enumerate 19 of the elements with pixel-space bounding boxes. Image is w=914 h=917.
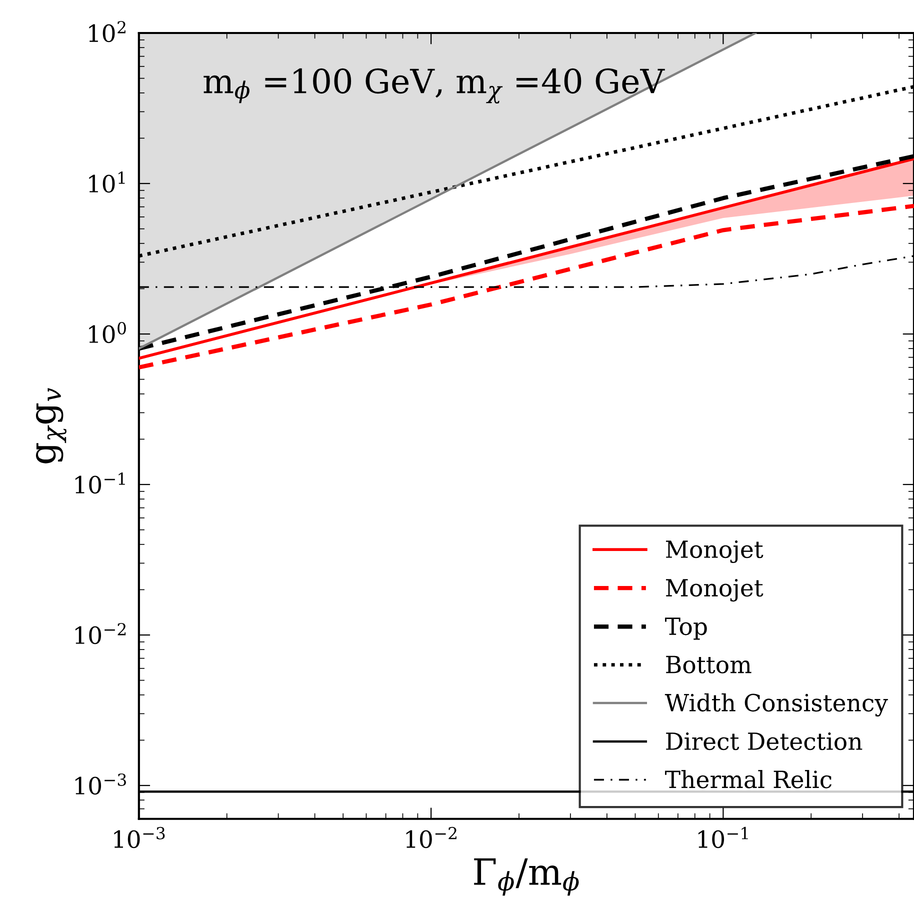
- y-axis-title: g$_{χ}$g$_{v}$: [36, 388, 66, 464]
- y-tick-label: 10$^{−1}$: [75, 472, 125, 494]
- y-tick-label: 10$^{2}$: [89, 20, 126, 42]
- y-tick-label: 10$^{−3}$: [75, 773, 126, 795]
- annotation: m$_{ϕ}$ =100 GeV, m$_{χ}$ =40 GeV: [204, 68, 665, 104]
- legend-label: Bottom: [666, 656, 752, 674]
- x-tick-label: 10$^{−2}$: [406, 826, 456, 848]
- legend-label: Width Consistency: [664, 693, 888, 717]
- x-tick-label: 10$^{−1}$: [698, 826, 748, 848]
- legend-label: Thermal Relic: [665, 770, 832, 788]
- y-tick-label: 10$^{1}$: [89, 171, 125, 193]
- x-axis-title: Γ$_{ϕ}$/m$_{ϕ}$: [474, 858, 579, 896]
- legend-label: Monojet: [666, 540, 764, 564]
- x-tick-label: 10$^{−3}$: [114, 826, 165, 848]
- y-tick-label: 10$^{0}$: [89, 322, 126, 344]
- legend-label: Top: [665, 618, 707, 640]
- legend-label: Direct Detection: [666, 732, 862, 750]
- y-tick-label: 10$^{−2}$: [75, 622, 126, 644]
- legend-label: Monojet: [666, 578, 764, 602]
